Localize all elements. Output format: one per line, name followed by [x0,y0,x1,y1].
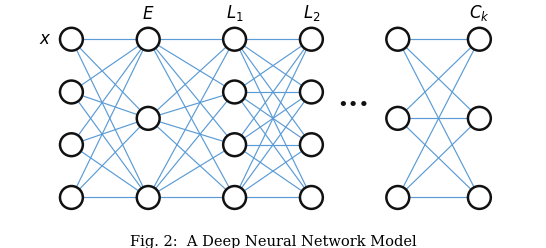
Circle shape [223,133,246,156]
Circle shape [300,28,323,51]
Circle shape [300,186,323,209]
Circle shape [137,186,159,209]
Circle shape [137,107,159,130]
Circle shape [468,186,491,209]
Circle shape [60,186,83,209]
Circle shape [137,28,159,51]
Circle shape [60,133,83,156]
Circle shape [387,186,409,209]
Circle shape [468,28,491,51]
Circle shape [223,81,246,103]
Circle shape [223,186,246,209]
Circle shape [223,28,246,51]
Text: $L_{2}$: $L_{2}$ [302,3,320,23]
Circle shape [387,107,409,130]
Text: $x$: $x$ [39,31,51,48]
Text: $L_{1}$: $L_{1}$ [226,3,244,23]
Text: Fig. 2:  A Deep Neural Network Model: Fig. 2: A Deep Neural Network Model [130,235,416,248]
Text: •••: ••• [337,97,370,115]
Text: $E$: $E$ [142,6,155,23]
Circle shape [300,81,323,103]
Circle shape [300,133,323,156]
Circle shape [60,28,83,51]
Circle shape [387,28,409,51]
Circle shape [60,81,83,103]
Circle shape [468,107,491,130]
Text: $C_{k}$: $C_{k}$ [469,3,490,23]
